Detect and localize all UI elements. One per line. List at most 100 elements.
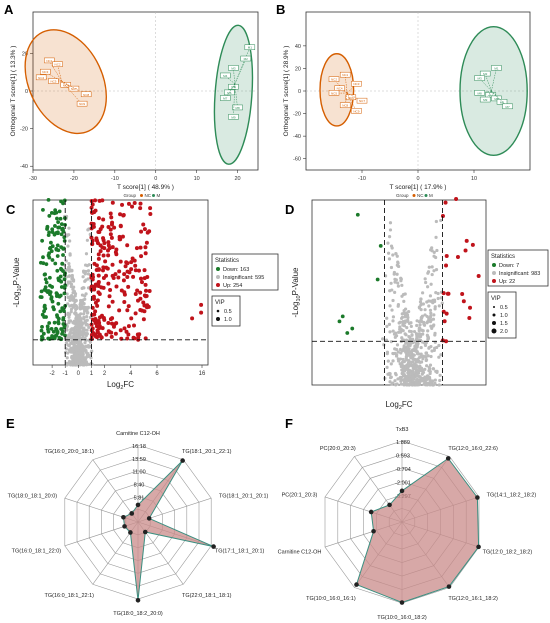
data-point-down [350, 326, 355, 331]
radar-point [387, 502, 392, 508]
sample-label: NC7 [359, 99, 365, 103]
data-point-up [91, 222, 96, 227]
data-point-up [101, 236, 106, 241]
data-point-insignificant [410, 360, 414, 364]
radar-axis-label: PC(20:0_20:3) [320, 446, 356, 452]
data-point-down [39, 295, 44, 300]
data-point-insignificant [420, 328, 424, 332]
data-point-insignificant [403, 332, 407, 336]
data-point-up [143, 251, 148, 256]
data-point-insignificant [84, 323, 88, 327]
data-point-up [125, 336, 130, 341]
data-point-insignificant [398, 325, 402, 329]
centroid-link [346, 92, 363, 102]
data-point-up [126, 304, 131, 309]
data-point-up [133, 263, 138, 268]
data-point-up [141, 300, 146, 305]
data-point-up [108, 227, 113, 232]
radar-ring-label: 0.593 [396, 454, 410, 460]
data-point-up [91, 294, 96, 299]
data-point-up [190, 316, 195, 321]
data-point-insignificant [387, 235, 392, 239]
data-point-insignificant [434, 219, 438, 224]
radar-axis-label: TxB3 [396, 427, 409, 433]
plot-frame [311, 199, 487, 386]
data-point-insignificant [388, 380, 392, 384]
panel-label-d: D [285, 202, 294, 217]
data-point-down [57, 209, 62, 214]
data-point-insignificant [427, 265, 431, 269]
data-point-up [133, 311, 138, 316]
data-point-up [127, 270, 132, 275]
radar-ring-label: 1.889 [396, 440, 410, 446]
data-point-up [445, 291, 450, 296]
data-point-insignificant [85, 352, 89, 356]
data-point-down [62, 239, 67, 243]
legend-label: Up: 22 [499, 279, 515, 285]
data-point-down [41, 255, 45, 260]
data-point-up [134, 246, 139, 251]
sample-label-box [491, 95, 502, 102]
data-point-down [53, 261, 58, 266]
radar-ring-label: 5.81 [134, 495, 145, 501]
sample-label: M8 [235, 106, 239, 110]
data-point-down [52, 307, 56, 312]
data-point-insignificant [436, 296, 440, 301]
sample-label: M9 [483, 98, 487, 102]
sample-label-box [502, 103, 513, 110]
size-legend-title: VIP [491, 296, 501, 302]
legend-swatch [412, 194, 416, 197]
sample-label-box [228, 83, 239, 90]
data-point-up [108, 232, 113, 237]
data-point-down [63, 283, 68, 288]
radar-point [399, 600, 405, 605]
data-point-insignificant [84, 269, 88, 274]
radar-ring-label: 13.59 [132, 457, 146, 463]
data-point-insignificant [84, 332, 88, 336]
data-point-down [345, 331, 350, 335]
data-point-up [114, 284, 119, 289]
data-point-insignificant [437, 304, 441, 308]
data-point-insignificant [429, 282, 433, 286]
data-point-insignificant [390, 246, 394, 250]
data-point-insignificant [439, 296, 443, 300]
data-point-insignificant [435, 369, 439, 374]
data-point-insignificant [433, 378, 437, 382]
data-point-up [136, 268, 141, 273]
data-point-down [55, 216, 59, 221]
data-point-up [106, 253, 111, 258]
data-point-insignificant [67, 265, 71, 269]
x-tick-label: -30 [29, 176, 37, 182]
data-point-up [126, 324, 131, 329]
data-point-insignificant [420, 319, 424, 324]
data-point-down [41, 261, 46, 266]
data-point-up [125, 243, 130, 248]
data-point-insignificant [81, 329, 85, 333]
data-point-insignificant [77, 349, 81, 353]
data-point-insignificant [72, 336, 76, 340]
x-axis-title: T score[1] ( 48.9% ) [117, 184, 174, 191]
data-point-up [96, 280, 101, 285]
data-point-up [125, 261, 130, 266]
data-point-insignificant [429, 314, 433, 318]
data-point-insignificant [72, 333, 77, 337]
data-point-insignificant [403, 307, 408, 311]
sample-label: M6 [500, 100, 504, 104]
data-point-up [131, 274, 136, 279]
y-axis-title: -Log10P-Value [291, 267, 302, 318]
data-point-insignificant [435, 248, 439, 253]
x-tick-label: 2 [103, 371, 107, 377]
radar-ring-label: -2.001 [395, 481, 411, 487]
pca-plot-a: -30 -20 -10 0 10 20 -40 -20 0 20 T score[1] ( 48.9… [10, 11, 259, 198]
data-point-insignificant [65, 356, 69, 360]
data-point-insignificant [388, 289, 392, 293]
data-point-insignificant [71, 298, 75, 302]
data-point-insignificant [86, 286, 91, 290]
data-point-up [122, 292, 127, 297]
y-tick-label: -60 [293, 157, 301, 163]
data-point-insignificant [420, 377, 424, 381]
data-point-up [96, 252, 101, 257]
y-tick-label: -40 [20, 164, 28, 170]
data-point-down [46, 289, 51, 293]
data-point-insignificant [69, 328, 73, 332]
